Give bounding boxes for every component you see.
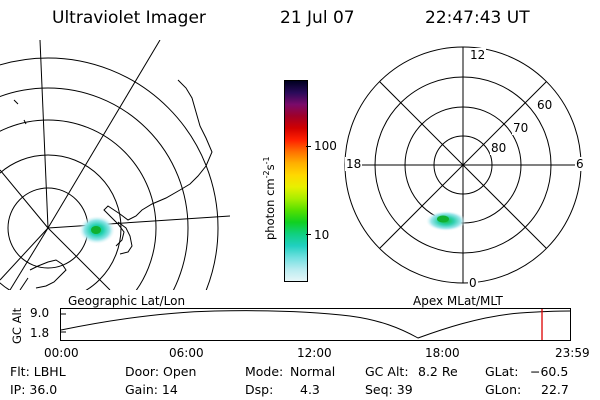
mlt-diagonal [379, 81, 547, 249]
colorbar-tick [306, 234, 311, 235]
polar-panel-label: Apex MLat/MLT [413, 294, 503, 308]
colorbar-tick [306, 146, 311, 147]
coastline [117, 221, 133, 255]
lat-circle [0, 119, 157, 290]
dsp-value: 4.3 [300, 382, 320, 397]
colorbar-gradient [285, 81, 307, 281]
meridian [47, 215, 230, 229]
geographic-map [0, 40, 230, 290]
colorbar-tick-label: 10 [314, 228, 330, 242]
seq-info: Seq: 39 [365, 382, 413, 397]
coastline [103, 79, 213, 247]
colorbar [284, 80, 308, 282]
time-tick: 12:00 [297, 346, 332, 360]
mlt-label-0: 0 [468, 276, 478, 290]
meridian [9, 227, 49, 290]
filter-info: Flt: LBHL [10, 364, 66, 379]
gain-info: Gain: 14 [125, 382, 178, 397]
glat-label: GLat: [485, 364, 519, 379]
mlt-label-18: 18 [345, 157, 363, 171]
time-tick: 06:00 [169, 346, 204, 360]
time-tick: 00:00 [44, 346, 79, 360]
instrument-title: Ultraviolet Imager [52, 8, 206, 28]
meridian [39, 40, 49, 229]
coastline [13, 99, 19, 105]
orbit-altitude-curve [60, 310, 571, 339]
observation-date: 21 Jul 07 [280, 8, 355, 28]
door-info: Door: Open [125, 364, 197, 379]
meridian [0, 227, 49, 281]
coastline [23, 119, 27, 125]
geo-panel-label: Geographic Lat/Lon [68, 294, 186, 308]
mlt-label-12: 12 [469, 48, 487, 62]
coastline [29, 259, 67, 289]
mlt-label-6: 6 [575, 157, 585, 171]
meridian [47, 227, 111, 290]
meridian [0, 169, 49, 229]
gcalt-label: GC Alt: [365, 364, 409, 379]
colorbar-tick-label: 100 [314, 139, 337, 153]
mode-value: Normal [290, 364, 336, 379]
observation-time: 22:47:43 UT [425, 8, 530, 28]
lat-circle [0, 57, 219, 290]
colorbar-unit-label: photon cm-2s-1 [262, 156, 277, 240]
ip-info: IP: 36.0 [10, 382, 58, 397]
meridian [47, 40, 161, 229]
gcalt-value: 8.2 Re [418, 364, 458, 379]
altitude-frame [60, 308, 571, 341]
coastline [19, 277, 29, 290]
aurora-core [91, 226, 101, 234]
time-tick: 18:00 [425, 346, 460, 360]
altitude-plot [60, 308, 571, 341]
lat-circle [0, 87, 189, 290]
time-tick: 23:59 [555, 346, 590, 360]
dsp-label: Dsp: [245, 382, 274, 397]
mlat-label-70: 70 [512, 121, 530, 135]
glon-label: GLon: [485, 382, 522, 397]
altitude-ylabel: GC Alt [10, 307, 24, 344]
glat-value: −60.5 [530, 364, 569, 379]
mode-label: Mode: [245, 364, 284, 379]
aurora-core [437, 215, 449, 223]
glon-value: 22.7 [541, 382, 569, 397]
altitude-ytick: 1.8 [30, 326, 50, 340]
altitude-ytick: 9.0 [30, 306, 50, 320]
mlat-label-60: 60 [536, 98, 554, 112]
polar-plot [344, 46, 582, 284]
mlat-label-80: 80 [490, 141, 508, 155]
